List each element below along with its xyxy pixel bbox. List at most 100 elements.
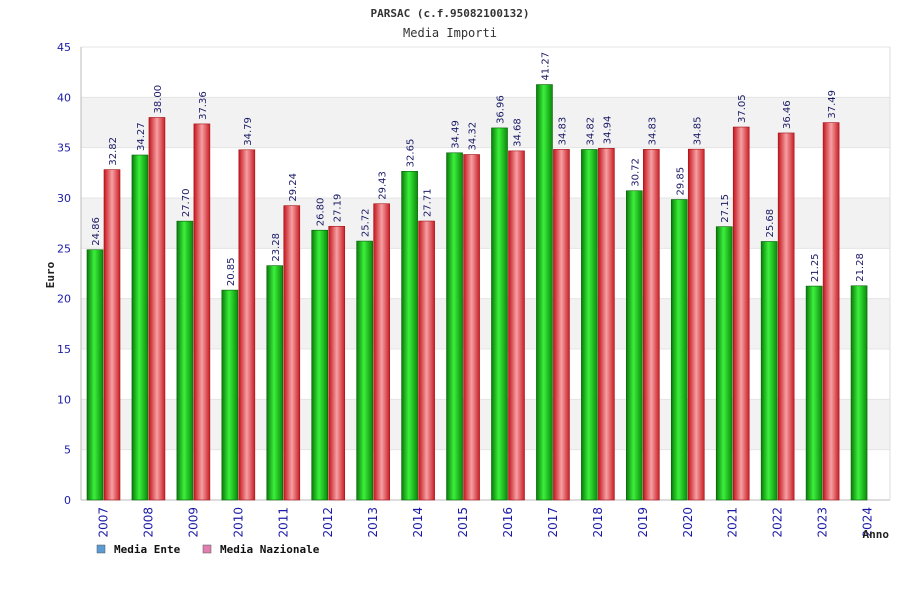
bar-media-ente-2016 — [491, 127, 508, 501]
bars — [86, 84, 868, 501]
bar-media-nazionale-2022 — [777, 132, 795, 501]
x-tick-label: 2018 — [591, 507, 605, 538]
x-tick-label: 2024 — [861, 507, 875, 538]
y-axis-label: Euro — [44, 261, 57, 288]
bar-media-ente-2019 — [626, 190, 643, 501]
grid-band — [81, 97, 890, 148]
bar-media-ente-2010 — [221, 289, 239, 501]
bar-media-ente-2012 — [311, 229, 329, 501]
bar-media-nazionale-2011 — [283, 205, 301, 501]
x-tick-label: 2011 — [276, 507, 290, 538]
x-tick-label: 2017 — [546, 507, 560, 538]
x-tick-label: 2021 — [726, 507, 740, 538]
bar-media-ente-2020 — [670, 199, 688, 501]
bar-media-ente-2022 — [760, 241, 778, 501]
data-label-media-nazionale-2018: 34.94 — [602, 116, 613, 145]
bar-media-nazionale-2015 — [463, 154, 480, 501]
data-label-media-ente-2018: 34.82 — [585, 117, 596, 146]
grid-band — [81, 399, 890, 450]
y-tick-label: 30 — [57, 192, 71, 205]
bar-media-ente-2024 — [850, 285, 868, 501]
bar-media-ente-2021 — [715, 226, 733, 501]
bar-media-nazionale-2008 — [148, 117, 166, 501]
data-label-media-ente-2016: 36.96 — [496, 95, 507, 124]
bar-media-ente-2009 — [176, 220, 194, 501]
bar-media-ente-2008 — [131, 154, 149, 501]
bar-media-ente-2018 — [581, 149, 598, 501]
y-tick-label: 0 — [64, 494, 71, 507]
bar-media-nazionale-2016 — [508, 150, 525, 501]
bar-media-nazionale-2021 — [732, 126, 750, 501]
data-label-media-nazionale-2012: 27.19 — [333, 194, 344, 223]
legend-swatch-media-ente — [96, 544, 106, 554]
data-label-media-ente-2023: 21.25 — [810, 253, 821, 282]
x-tick-label: 2023 — [816, 507, 830, 538]
bar-media-nazionale-2007 — [103, 169, 121, 501]
chart-subtitle: Media Importi — [403, 26, 497, 40]
data-label-media-nazionale-2013: 29.43 — [378, 171, 389, 200]
x-tick-label: 2013 — [366, 507, 380, 538]
x-tick-label: 2008 — [141, 507, 155, 538]
bar-media-nazionale-2023 — [822, 122, 840, 501]
bar-media-ente-2014 — [401, 171, 418, 501]
x-tick-label: 2022 — [771, 507, 785, 538]
data-label-media-ente-2014: 32.65 — [406, 139, 417, 168]
x-tick-label: 2015 — [456, 507, 470, 538]
y-tick-label: 15 — [57, 343, 71, 356]
bar-media-ente-2011 — [266, 265, 284, 501]
bar-media-ente-2007 — [86, 249, 104, 501]
data-label-media-ente-2012: 26.80 — [316, 198, 327, 227]
x-tick-label: 2012 — [321, 507, 335, 538]
data-label-media-ente-2017: 41.27 — [540, 52, 551, 81]
data-label-media-ente-2013: 25.72 — [361, 208, 372, 237]
bar-media-nazionale-2012 — [328, 225, 346, 501]
y-tick-label: 25 — [57, 242, 71, 255]
x-axis-label: Anno — [863, 528, 890, 541]
data-label-media-nazionale-2019: 34.83 — [647, 117, 658, 146]
bar-media-nazionale-2020 — [687, 148, 705, 501]
tick-labels: 0 5 10 15 20 25 30 35 40 45 2007 2008 2009 2010 2011 20… — [57, 41, 875, 538]
bar-media-nazionale-2014 — [418, 220, 435, 501]
bar-media-ente-2023 — [805, 285, 823, 501]
bar-media-ente-2017 — [536, 84, 553, 501]
data-label-media-nazionale-2017: 34.83 — [557, 117, 568, 146]
bar-media-nazionale-2009 — [193, 123, 211, 501]
bar-media-nazionale-2013 — [373, 203, 390, 501]
data-labels: 24.86 32.82 34.27 38.00 27.70 37.36 20.85 34.79… — [91, 52, 866, 286]
data-label-media-nazionale-2022: 36.46 — [782, 100, 793, 129]
data-label-media-nazionale-2010: 34.79 — [243, 117, 254, 146]
data-label-media-nazionale-2007: 32.82 — [108, 137, 119, 166]
bar-media-nazionale-2017 — [553, 149, 570, 501]
grid-band — [81, 298, 890, 349]
data-label-media-ente-2022: 25.68 — [765, 209, 776, 238]
data-label-media-ente-2008: 34.27 — [136, 122, 147, 151]
data-label-media-nazionale-2020: 34.85 — [692, 117, 703, 146]
bar-media-nazionale-2018 — [598, 147, 615, 501]
legend-label-media-nazionale: Media Nazionale — [220, 543, 320, 556]
chart-title: PARSAC (c.f.95082100132) — [371, 7, 530, 20]
bar-media-ente-2013 — [356, 240, 373, 501]
data-label-media-nazionale-2023: 37.49 — [827, 90, 838, 119]
legend-label-media-ente: Media Ente — [114, 543, 181, 556]
data-label-media-ente-2010: 20.85 — [226, 257, 237, 286]
data-label-media-ente-2020: 29.85 — [675, 167, 686, 196]
x-tick-label: 2020 — [681, 507, 695, 538]
data-label-media-ente-2019: 30.72 — [630, 158, 641, 187]
x-tick-label: 2007 — [96, 507, 110, 538]
x-tick-label: 2014 — [411, 507, 425, 538]
data-label-media-nazionale-2009: 37.36 — [198, 91, 209, 120]
y-tick-label: 45 — [57, 41, 71, 54]
x-tick-label: 2010 — [231, 507, 245, 538]
axes — [80, 47, 891, 501]
data-label-media-nazionale-2015: 34.32 — [468, 122, 479, 151]
x-tick-label: 2016 — [501, 507, 515, 538]
data-label-media-ente-2009: 27.70 — [181, 189, 192, 218]
y-tick-label: 10 — [57, 393, 71, 406]
y-tick-label: 5 — [64, 444, 71, 457]
data-label-media-ente-2021: 27.15 — [720, 194, 731, 223]
data-label-media-ente-2007: 24.86 — [91, 217, 102, 246]
data-label-media-ente-2024: 21.28 — [855, 253, 866, 282]
legend: Media Ente Media Nazionale — [96, 543, 320, 556]
